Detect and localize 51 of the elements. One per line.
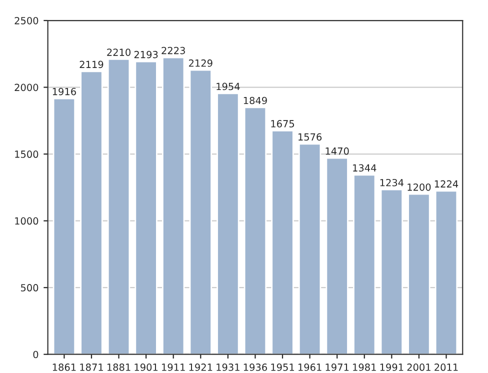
bar	[298, 143, 322, 354]
data-label: 2223	[162, 46, 185, 54]
data-label: 1200	[408, 183, 431, 191]
x-tick-label: 1961	[298, 364, 322, 371]
x-tick-label: 1911	[162, 364, 185, 371]
y-tick-label: 1500	[15, 150, 38, 158]
x-tick-label: 1981	[353, 364, 376, 371]
data-label: 2193	[134, 50, 158, 58]
bar	[134, 60, 158, 354]
data-label: 1344	[353, 164, 376, 172]
bar	[271, 130, 294, 354]
y-tick-label: 500	[20, 284, 38, 292]
bar	[189, 69, 212, 354]
x-tick-label: 1991	[380, 364, 404, 371]
data-label: 1916	[52, 88, 76, 96]
data-label: 2119	[80, 60, 104, 68]
y-tick-label: 1000	[15, 217, 38, 225]
bar	[408, 193, 430, 354]
bar	[434, 190, 458, 354]
x-tick-label: 2011	[434, 364, 458, 371]
data-label: 2129	[188, 59, 212, 67]
y-tick-label: 2500	[14, 16, 38, 24]
bar	[326, 157, 348, 354]
x-tick-label: 1861	[52, 364, 76, 371]
y-tick-label: 0	[33, 350, 38, 358]
data-label: 1576	[298, 133, 322, 141]
bar	[52, 98, 76, 354]
bar	[216, 92, 240, 354]
bar	[80, 70, 103, 354]
bar	[244, 106, 267, 354]
x-tick-label: 1881	[107, 364, 130, 371]
y-tick-label: 2000	[14, 84, 38, 92]
x-tick-label: 1936	[244, 364, 267, 371]
data-label: 1675	[271, 120, 294, 128]
x-tick-label: 1931	[216, 364, 240, 371]
data-label: 1234	[380, 178, 404, 186]
x-tick-label: 1871	[80, 364, 103, 371]
data-label: 1849	[244, 96, 267, 104]
x-tick-label: 1971	[326, 364, 349, 371]
x-tick-label: 1901	[134, 364, 158, 371]
bar	[107, 58, 130, 354]
data-label: 1954	[216, 82, 240, 90]
data-label: 1224	[434, 180, 458, 188]
bar	[162, 56, 185, 354]
x-tick-label: 2001	[407, 364, 430, 371]
data-label: 2210	[107, 48, 130, 56]
x-tick-label: 1921	[189, 364, 212, 371]
bar	[353, 174, 376, 354]
x-tick-label: 1951	[271, 364, 294, 371]
data-label: 1470	[326, 147, 349, 155]
bar	[380, 188, 404, 354]
